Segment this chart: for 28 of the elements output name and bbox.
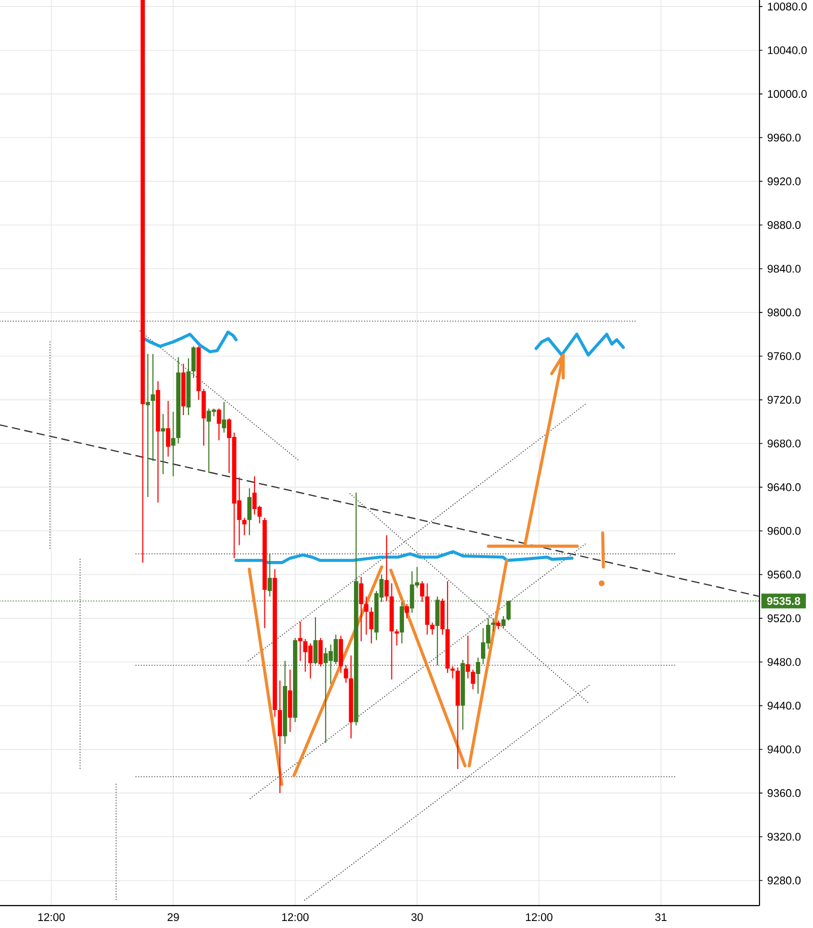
y-tick-label: 9360.0 (768, 789, 801, 797)
y-tick-label: 9440.0 (768, 702, 801, 710)
y-tick-label: 9800.0 (768, 308, 801, 316)
y-tick-label: 9720.0 (768, 396, 801, 404)
y-tick-label: 9600.0 (768, 526, 801, 535)
y-tick-label: 9480.0 (768, 658, 801, 666)
y-tick-label: 9840.0 (768, 264, 801, 273)
y-tick-label: 9920.0 (768, 177, 801, 186)
y-tick-label: 9760.0 (768, 352, 801, 360)
x-tick-label: 29 (168, 913, 179, 922)
x-tick-label: 12:00 (282, 913, 309, 922)
y-tick-label: 9880.0 (768, 221, 801, 229)
y-tick-label: 10040.0 (768, 46, 807, 54)
y-tick-label: 10000.0 (768, 90, 807, 98)
ref-line-label: 9535.8 (767, 597, 800, 605)
y-tick-label: 9520.0 (768, 614, 801, 622)
y-tick-label: 9680.0 (768, 440, 801, 448)
x-tick-label: 30 (411, 913, 423, 922)
y-tick-label: 9400.0 (768, 745, 801, 754)
y-tick-label: 9960.0 (768, 134, 801, 142)
y-tick-label: 9560.0 (768, 570, 801, 579)
x-tick-label: 12:00 (38, 913, 65, 922)
y-tick-label: 9280.0 (768, 876, 801, 884)
y-tick-label: 9640.0 (768, 483, 801, 492)
x-tick-label: 12:00 (526, 913, 552, 922)
x-tick-label: 31 (655, 913, 667, 922)
y-tick-label: 9320.0 (768, 832, 801, 841)
y-tick-label: 10080.0 (768, 2, 807, 10)
